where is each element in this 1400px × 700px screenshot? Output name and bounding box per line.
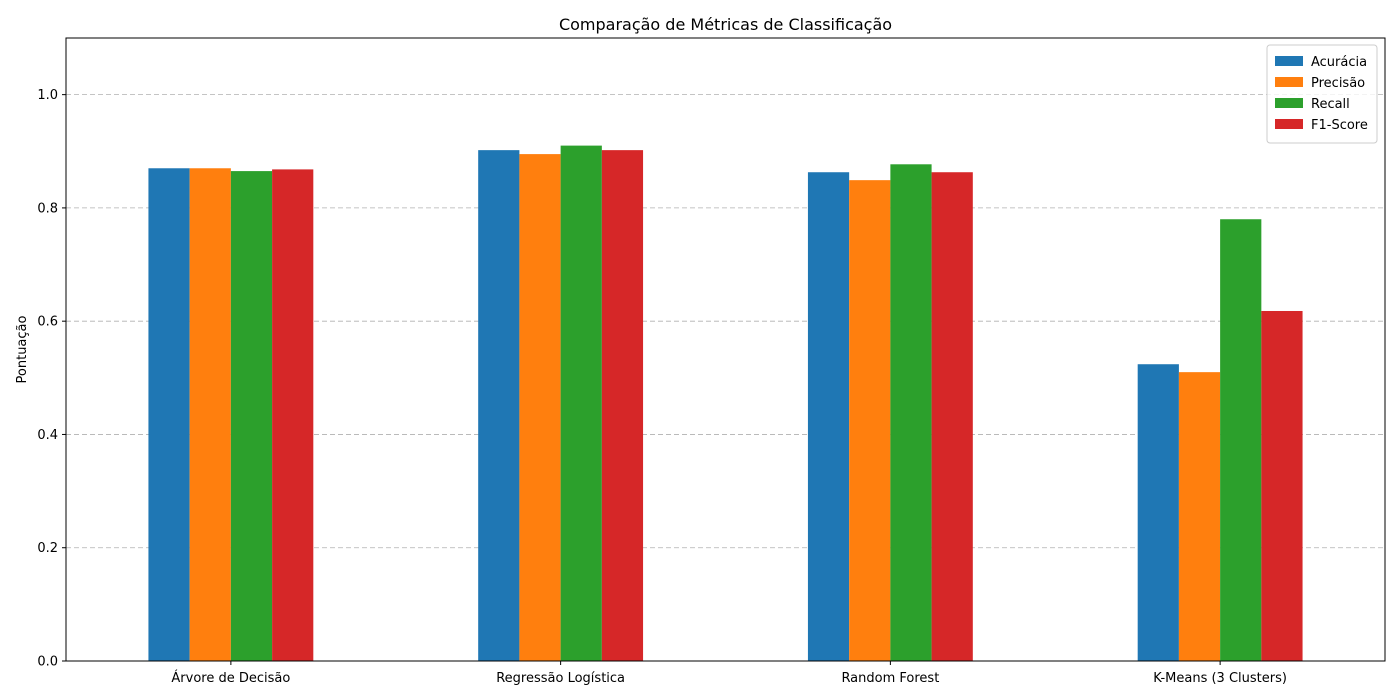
bar-precis-o-2 — [849, 180, 891, 661]
y-axis: 0.0 0.2 0.4 0.6 0.8 1.0 — [37, 88, 66, 670]
bar-precis-o-1 — [519, 154, 561, 661]
legend-label: Precisão — [1311, 76, 1365, 91]
legend-swatch — [1275, 119, 1303, 129]
legend-swatch — [1275, 98, 1303, 108]
x-tick-label: K-Means (3 Clusters) — [1153, 671, 1287, 686]
bar-acur-cia-2 — [807, 172, 850, 661]
bars — [148, 145, 1303, 662]
y-tick-label: 0.2 — [37, 541, 58, 556]
legend-label: Recall — [1311, 97, 1350, 112]
y-axis-label: Pontuação — [15, 315, 30, 383]
x-tick-label: Regressão Logística — [496, 671, 625, 686]
x-axis: Árvore de Decisão Regressão Logística Rand… — [171, 661, 1287, 686]
bar-f1-score-2 — [931, 172, 973, 661]
bar-precis-o-3 — [1178, 372, 1221, 661]
bar-acur-cia-1 — [478, 150, 520, 661]
legend-swatch — [1275, 56, 1303, 66]
y-tick-label: 0.4 — [37, 428, 58, 443]
plot-area-frame — [65, 37, 1386, 662]
y-tick-label: 0.0 — [37, 655, 58, 670]
x-tick-label: Árvore de Decisão — [171, 670, 290, 686]
y-tick-label: 0.6 — [37, 315, 58, 330]
legend-label: Acurácia — [1311, 55, 1367, 70]
bar-f1-score-0 — [272, 169, 314, 661]
y-tick-label: 0.8 — [37, 201, 58, 216]
legend: Acurácia Precisão Recall F1-Score — [1266, 44, 1378, 144]
bar-recall-0 — [230, 171, 273, 661]
bar-f1-score-1 — [601, 150, 644, 661]
y-tick-label: 1.0 — [37, 88, 58, 103]
bar-recall-1 — [560, 145, 602, 662]
legend-swatch — [1275, 77, 1303, 87]
chart-title: Comparação de Métricas de Classificação — [559, 15, 892, 34]
bar-acur-cia-3 — [1137, 364, 1179, 661]
bar-recall-3 — [1220, 219, 1262, 661]
bar-f1-score-3 — [1261, 310, 1303, 661]
x-tick-label: Random Forest — [841, 671, 939, 686]
legend-label: F1-Score — [1311, 118, 1368, 133]
legend-box — [1266, 44, 1378, 144]
bar-precis-o-0 — [189, 168, 231, 661]
bar-acur-cia-0 — [148, 168, 190, 661]
bar-recall-2 — [890, 164, 932, 662]
